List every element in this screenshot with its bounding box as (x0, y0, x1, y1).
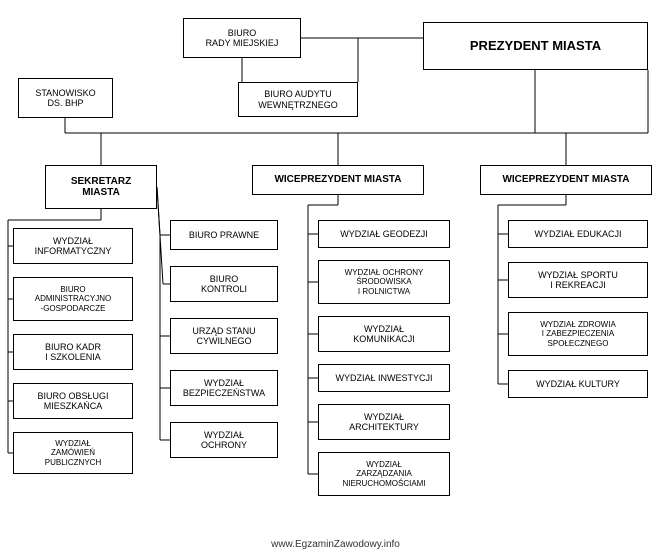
node-label: WYDZIAŁ EDUKACJI (534, 229, 621, 239)
node-label: WICEPREZYDENT MIASTA (274, 174, 401, 186)
node-label: PREZYDENT MIASTA (470, 39, 601, 54)
node-label: BIURO KADRI SZKOLENIA (45, 342, 101, 363)
node-sekretarz: SEKRETARZMIASTA (45, 165, 157, 209)
node-biuro-rady: BIURORADY MIEJSKIEJ (183, 18, 301, 58)
node-label: WYDZIAŁZAMÓWIEŃPUBLICZNYCH (45, 439, 101, 467)
node-label: BIUROADMINISTRACYJNO-GOSPODARCZE (35, 285, 111, 313)
node-wice1: WICEPREZYDENT MIASTA (252, 165, 424, 195)
node-wydz-ochrony-sr: WYDZIAŁ OCHRONYŚRODOWISKAI ROLNICTWA (318, 260, 450, 304)
node-label: BIURO PRAWNE (189, 230, 259, 240)
node-label: WYDZIAŁ INWESTYCJI (335, 373, 432, 383)
node-label: WICEPREZYDENT MIASTA (502, 174, 629, 186)
node-wydz-inform: WYDZIAŁINFORMATYCZNY (13, 228, 133, 264)
node-label: WYDZIAŁINFORMATYCZNY (35, 236, 112, 257)
node-label: WYDZIAŁ SPORTUI REKREACJI (538, 270, 618, 291)
node-label: WYDZIAŁOCHRONY (201, 430, 247, 451)
node-biuro-adm: BIUROADMINISTRACYJNO-GOSPODARCZE (13, 277, 133, 321)
node-wydz-ochrony: WYDZIAŁOCHRONY (170, 422, 278, 458)
node-wydz-kultury: WYDZIAŁ KULTURY (508, 370, 648, 398)
node-label: WYDZIAŁZARZĄDZANIANIERUCHOMOŚCIAMI (342, 460, 425, 488)
node-wydz-inwestycji: WYDZIAŁ INWESTYCJI (318, 364, 450, 392)
node-usc: URZĄD STANUCYWILNEGO (170, 318, 278, 354)
node-biuro-prawne: BIURO PRAWNE (170, 220, 278, 250)
node-label: WYDZIAŁ OCHRONYŚRODOWISKAI ROLNICTWA (345, 268, 424, 296)
node-biuro-audytu: BIURO AUDYTUWEWNĘTRZNEGO (238, 82, 358, 117)
node-label: STANOWISKODS. BHP (35, 88, 95, 109)
node-wydz-zarz-nier: WYDZIAŁZARZĄDZANIANIERUCHOMOŚCIAMI (318, 452, 450, 496)
node-label: WYDZIAŁKOMUNIKACJI (353, 324, 415, 345)
node-label: BIURO AUDYTUWEWNĘTRZNEGO (258, 89, 338, 110)
footer-text: www.EgzaminZawodowy.info (0, 539, 671, 550)
node-wydz-zamowien: WYDZIAŁZAMÓWIEŃPUBLICZNYCH (13, 432, 133, 474)
node-label: BIUROKONTROLI (201, 274, 247, 295)
node-wice2: WICEPREZYDENT MIASTA (480, 165, 652, 195)
node-wydz-komunikacji: WYDZIAŁKOMUNIKACJI (318, 316, 450, 352)
node-biuro-kontroli: BIUROKONTROLI (170, 266, 278, 302)
node-label: SEKRETARZMIASTA (71, 176, 131, 199)
node-wydz-geodezji: WYDZIAŁ GEODEZJI (318, 220, 450, 248)
node-prezydent: PREZYDENT MIASTA (423, 22, 648, 70)
node-label: BIURORADY MIEJSKIEJ (206, 28, 279, 49)
node-label: WYDZIAŁBEZPIECZEŃSTWA (183, 378, 265, 399)
node-wydz-edukacji: WYDZIAŁ EDUKACJI (508, 220, 648, 248)
node-wydz-sportu: WYDZIAŁ SPORTUI REKREACJI (508, 262, 648, 298)
edge-19 (157, 187, 163, 284)
node-label: WYDZIAŁARCHITEKTURY (349, 412, 419, 433)
edge-18 (157, 187, 160, 235)
node-label: WYDZIAŁ GEODEZJI (340, 229, 428, 239)
node-label: WYDZIAŁ KULTURY (536, 379, 620, 389)
node-label: BIURO OBSŁUGIMIESZKAŃCA (37, 391, 108, 412)
node-wydz-architektury: WYDZIAŁARCHITEKTURY (318, 404, 450, 440)
node-biuro-obslugi: BIURO OBSŁUGIMIESZKAŃCA (13, 383, 133, 419)
node-wydz-bezp: WYDZIAŁBEZPIECZEŃSTWA (170, 370, 278, 406)
node-wydz-zdrowia: WYDZIAŁ ZDROWIAI ZABEZPIECZENIASPOŁECZNE… (508, 312, 648, 356)
node-stanowisko-bhp: STANOWISKODS. BHP (18, 78, 113, 118)
node-biuro-kadr: BIURO KADRI SZKOLENIA (13, 334, 133, 370)
node-label: URZĄD STANUCYWILNEGO (192, 326, 255, 347)
org-chart-canvas: { "meta": { "type": "flowchart", "width"… (0, 0, 671, 554)
node-label: WYDZIAŁ ZDROWIAI ZABEZPIECZENIASPOŁECZNE… (540, 320, 616, 348)
